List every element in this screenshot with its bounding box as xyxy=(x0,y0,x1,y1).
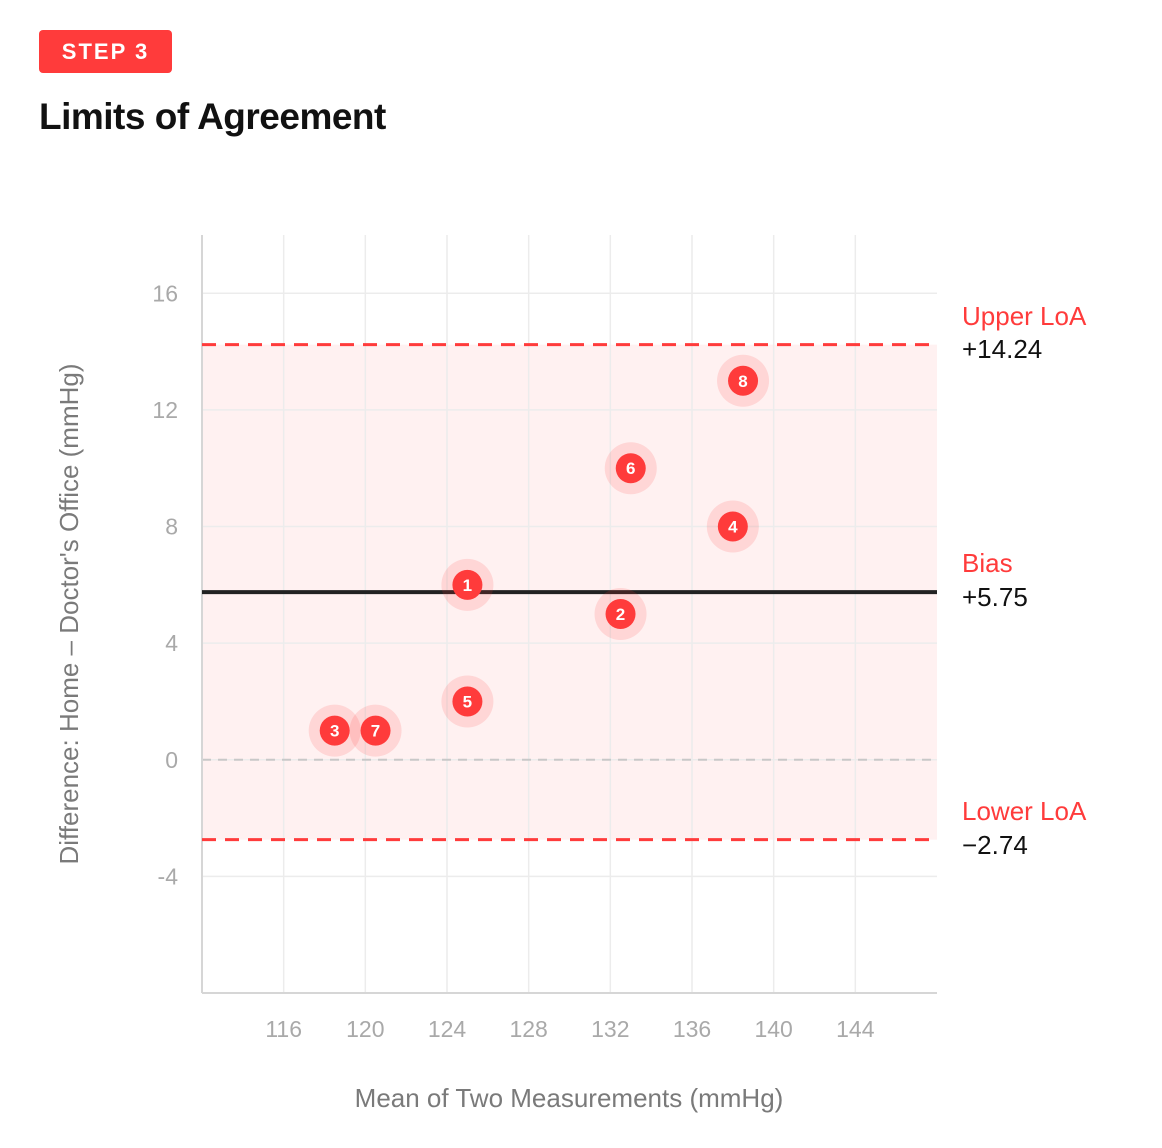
y-tick-label: 16 xyxy=(152,280,178,306)
data-points: 1 2 3 4 5 6 7 8 xyxy=(308,354,770,757)
data-point-marker xyxy=(452,686,483,717)
x-tick-label: 136 xyxy=(673,1016,711,1042)
y-axis-title: Difference: Home – Doctor's Office (mmHg… xyxy=(54,363,84,864)
step-badge: STEP 3 xyxy=(39,30,172,73)
y-tick-label: 12 xyxy=(152,397,178,423)
data-point-marker xyxy=(615,453,646,484)
bias-label: Bias xyxy=(962,548,1013,578)
data-point-marker xyxy=(360,715,391,746)
data-point-label: 2 xyxy=(616,605,625,624)
data-point-label: 8 xyxy=(738,372,747,391)
bias-value: +5.75 xyxy=(962,582,1028,612)
upper-loa-label: Upper LoA xyxy=(962,301,1087,331)
x-tick-label: 128 xyxy=(509,1016,547,1042)
y-tick-label: 0 xyxy=(165,747,178,773)
data-point-marker xyxy=(728,365,759,396)
x-tick-label: 120 xyxy=(346,1016,384,1042)
data-point-marker xyxy=(319,715,350,746)
page-title: Limits of Agreement xyxy=(39,96,386,137)
lower-loa-label: Lower LoA xyxy=(962,796,1087,826)
data-point-label: 7 xyxy=(371,722,380,741)
x-axis-title: Mean of Two Measurements (mmHg) xyxy=(355,1083,784,1113)
data-point-label: 6 xyxy=(626,459,635,478)
data-point: 5 xyxy=(441,675,494,728)
data-point-label: 3 xyxy=(330,722,339,741)
x-tick-label: 124 xyxy=(428,1016,467,1042)
data-point-marker xyxy=(717,511,748,542)
y-tick-label: 4 xyxy=(165,630,178,656)
data-point: 8 xyxy=(717,354,770,407)
x-tick-label: 116 xyxy=(265,1016,302,1042)
data-point-label: 5 xyxy=(463,692,472,711)
x-tick-label: 140 xyxy=(754,1016,792,1042)
y-tick-label: 8 xyxy=(165,514,178,540)
data-point-marker xyxy=(452,569,483,600)
x-tick-label: 144 xyxy=(836,1016,875,1042)
data-point-label: 4 xyxy=(728,518,738,537)
lower-loa-value: −2.74 xyxy=(962,830,1028,860)
upper-loa-value: +14.24 xyxy=(962,334,1042,364)
data-point: 7 xyxy=(349,704,402,757)
data-point: 4 xyxy=(706,500,759,553)
data-point: 1 xyxy=(441,558,494,611)
data-point-marker xyxy=(605,599,636,629)
y-tick-label: -4 xyxy=(158,863,179,889)
data-point: 3 xyxy=(308,704,361,757)
data-point-label: 1 xyxy=(463,576,472,595)
x-tick-label: 132 xyxy=(591,1016,629,1042)
data-point: 2 xyxy=(594,588,647,640)
data-point: 6 xyxy=(604,442,657,495)
